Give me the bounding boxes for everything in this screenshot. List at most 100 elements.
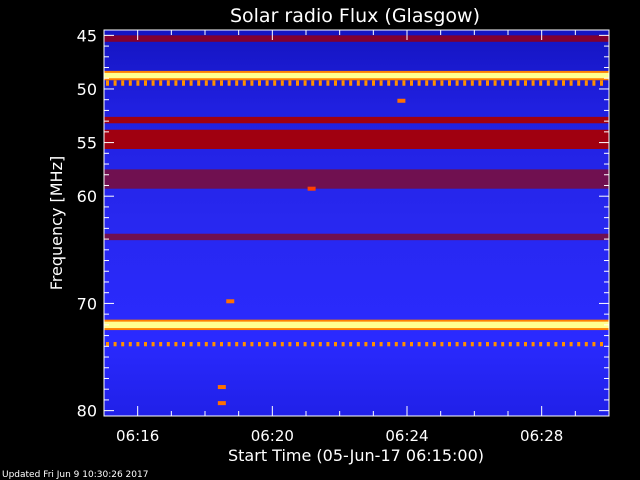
band-dash (250, 80, 254, 86)
band-dash (280, 342, 284, 347)
band-dash (197, 342, 201, 347)
band-dash (539, 342, 543, 347)
x-tick-label: 06:20 (251, 427, 294, 445)
band-dash (128, 342, 132, 347)
band-dash (569, 80, 573, 86)
band-dash (159, 80, 163, 86)
band (104, 35, 609, 42)
band-dash (326, 80, 330, 86)
band-dash (410, 342, 413, 347)
band-dash (303, 80, 307, 86)
band-dash (470, 342, 474, 347)
band-dash (265, 80, 269, 86)
band (104, 169, 609, 189)
band-dash (554, 342, 558, 347)
band-dash (440, 342, 444, 347)
band-dash (341, 342, 345, 347)
band-dash (212, 342, 216, 347)
x-axis-label: Start Time (05-Jun-17 06:15:00) (228, 446, 484, 465)
band-dash (402, 342, 406, 347)
band-dash (166, 80, 170, 86)
burst-spot (217, 385, 226, 390)
band-dash (584, 342, 588, 347)
band-dash (524, 80, 527, 86)
band-dash (387, 342, 391, 347)
burst-spot (217, 401, 226, 406)
band-dash (349, 80, 353, 86)
band-dash (463, 80, 467, 86)
y-axis-label: Frequency [MHz] (47, 156, 66, 290)
band-dash (508, 342, 512, 347)
band-dash (136, 80, 140, 86)
band-dash (151, 80, 155, 86)
band-dash (478, 342, 482, 347)
band-dash (235, 80, 239, 86)
band-dash (584, 80, 588, 86)
band-dash (356, 80, 360, 86)
band-dash (592, 80, 596, 86)
band-dash (151, 342, 155, 347)
band-dash (554, 80, 558, 86)
band-dash (394, 342, 398, 347)
plot-area (103, 29, 610, 417)
band-dash (334, 342, 337, 347)
burst-spot (397, 98, 406, 103)
band-dash (258, 80, 261, 86)
band-dash (569, 342, 573, 347)
chart-title: Solar radio Flux (Glasgow) (230, 5, 480, 27)
y-tick-label: 45 (77, 26, 97, 45)
band-dash (562, 342, 565, 347)
band-dash (501, 80, 505, 86)
band-dash (159, 342, 163, 347)
band-dash (516, 80, 520, 86)
band (104, 72, 609, 79)
band-dash (318, 80, 322, 86)
y-tick-label: 50 (77, 80, 97, 99)
band-dash (417, 342, 421, 347)
band-dash (432, 80, 436, 86)
plot-frame (103, 29, 610, 417)
band-dash (265, 342, 269, 347)
x-tick-label: 06:16 (116, 427, 159, 445)
band-dash (242, 342, 246, 347)
band-dash (364, 342, 368, 347)
band-dash (326, 342, 330, 347)
band-dash (387, 80, 391, 86)
band-dash (600, 80, 603, 86)
band-dash (516, 342, 520, 347)
band-dash (364, 80, 368, 86)
band-dash (113, 342, 117, 347)
band-dash (273, 80, 277, 86)
band-dash (546, 342, 550, 347)
band-dash (273, 342, 277, 347)
band-dash (440, 80, 444, 86)
band-dash (227, 342, 231, 347)
band-dashed (106, 342, 603, 347)
band-dash (486, 80, 489, 86)
band-dash (106, 80, 109, 86)
band-dash (296, 342, 299, 347)
band-dash (121, 342, 125, 347)
x-axis: 06:16 06:20 06:24 06:28 (103, 30, 610, 445)
band-dash (417, 80, 421, 86)
band-dash (113, 80, 117, 86)
band-dash (220, 80, 223, 86)
footer-updated-text: Updated Fri Jun 9 10:30:26 2017 (2, 470, 148, 480)
band-dash (318, 342, 322, 347)
band-dash (508, 80, 512, 86)
band-dash (501, 342, 505, 347)
band-dash (577, 80, 581, 86)
band-dash (577, 342, 581, 347)
band-dash (379, 342, 383, 347)
band-dash (478, 80, 482, 86)
band-dash (455, 80, 459, 86)
band-dash (136, 342, 140, 347)
band (104, 321, 609, 329)
band-dash (379, 80, 383, 86)
band-dash (425, 342, 429, 347)
band-layer (104, 35, 609, 347)
band-dash (250, 342, 254, 347)
band-dash (546, 80, 550, 86)
band-dash (303, 342, 307, 347)
